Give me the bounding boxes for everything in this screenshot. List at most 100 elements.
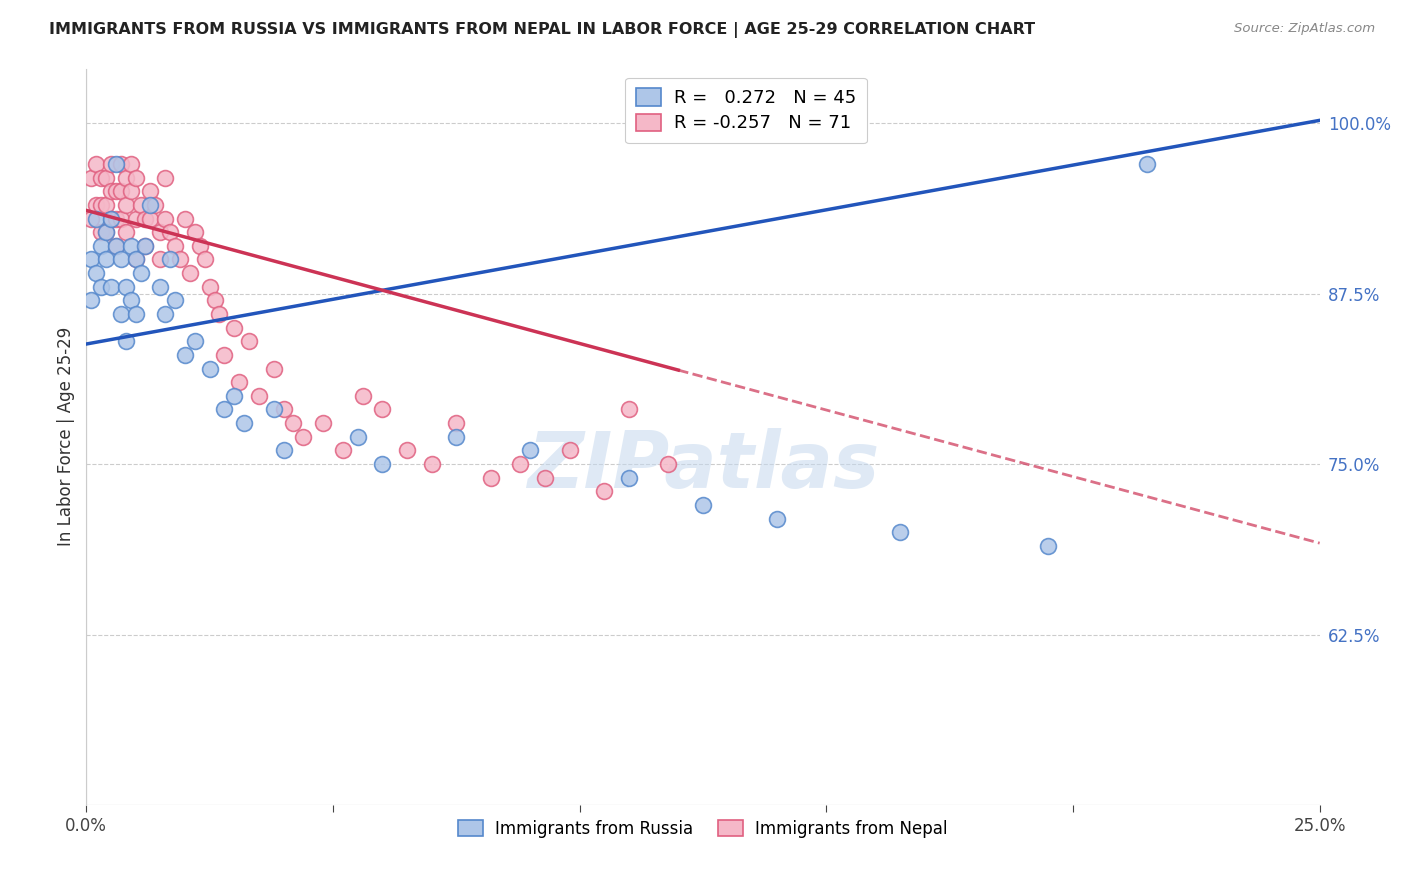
Point — [94, 225, 117, 239]
Point — [139, 184, 162, 198]
Point — [104, 211, 127, 226]
Point — [129, 198, 152, 212]
Point — [120, 293, 142, 308]
Point — [198, 279, 221, 293]
Point — [110, 157, 132, 171]
Point — [263, 361, 285, 376]
Point — [110, 307, 132, 321]
Point — [120, 184, 142, 198]
Point — [179, 266, 201, 280]
Point — [114, 198, 136, 212]
Point — [184, 225, 207, 239]
Point — [84, 266, 107, 280]
Point — [155, 211, 177, 226]
Point — [104, 157, 127, 171]
Point — [110, 252, 132, 267]
Point — [247, 389, 270, 403]
Point — [593, 484, 616, 499]
Point — [80, 252, 103, 267]
Point — [155, 170, 177, 185]
Point — [208, 307, 231, 321]
Point — [129, 266, 152, 280]
Point — [120, 239, 142, 253]
Point — [100, 279, 122, 293]
Point — [143, 198, 166, 212]
Point — [94, 252, 117, 267]
Point — [273, 443, 295, 458]
Point — [184, 334, 207, 349]
Point — [174, 211, 197, 226]
Point — [110, 211, 132, 226]
Point — [214, 402, 236, 417]
Point — [84, 198, 107, 212]
Point — [80, 211, 103, 226]
Point — [312, 416, 335, 430]
Point — [332, 443, 354, 458]
Point — [889, 525, 911, 540]
Point — [84, 157, 107, 171]
Text: ZIPatlas: ZIPatlas — [527, 428, 879, 504]
Point — [371, 402, 394, 417]
Point — [534, 471, 557, 485]
Point — [159, 252, 181, 267]
Point — [263, 402, 285, 417]
Point — [194, 252, 217, 267]
Point — [558, 443, 581, 458]
Point — [292, 430, 315, 444]
Point — [90, 239, 112, 253]
Point — [100, 211, 122, 226]
Point — [188, 239, 211, 253]
Point — [204, 293, 226, 308]
Point — [420, 457, 443, 471]
Point — [104, 239, 127, 253]
Point — [80, 293, 103, 308]
Point — [346, 430, 368, 444]
Point — [90, 170, 112, 185]
Point — [155, 307, 177, 321]
Point — [90, 225, 112, 239]
Point — [139, 198, 162, 212]
Point — [124, 252, 146, 267]
Point — [174, 348, 197, 362]
Point — [139, 211, 162, 226]
Point — [149, 252, 172, 267]
Point — [273, 402, 295, 417]
Point — [224, 389, 246, 403]
Point — [134, 239, 156, 253]
Point — [149, 225, 172, 239]
Point — [104, 184, 127, 198]
Point — [479, 471, 502, 485]
Point — [692, 498, 714, 512]
Point — [90, 279, 112, 293]
Point — [104, 239, 127, 253]
Point — [371, 457, 394, 471]
Point — [519, 443, 541, 458]
Point — [100, 157, 122, 171]
Legend: Immigrants from Russia, Immigrants from Nepal: Immigrants from Russia, Immigrants from … — [451, 814, 955, 845]
Point — [134, 239, 156, 253]
Point — [94, 225, 117, 239]
Point — [114, 225, 136, 239]
Point — [80, 170, 103, 185]
Point — [198, 361, 221, 376]
Point — [283, 416, 305, 430]
Point — [165, 239, 187, 253]
Point — [124, 211, 146, 226]
Point — [149, 279, 172, 293]
Point — [617, 471, 640, 485]
Point — [657, 457, 679, 471]
Point — [224, 320, 246, 334]
Y-axis label: In Labor Force | Age 25-29: In Labor Force | Age 25-29 — [58, 327, 75, 547]
Point — [124, 170, 146, 185]
Point — [766, 511, 789, 525]
Point — [134, 211, 156, 226]
Point — [446, 430, 468, 444]
Point — [120, 157, 142, 171]
Point — [617, 402, 640, 417]
Point — [84, 211, 107, 226]
Point — [1136, 157, 1159, 171]
Point — [395, 443, 418, 458]
Point — [94, 198, 117, 212]
Point — [114, 170, 136, 185]
Point — [165, 293, 187, 308]
